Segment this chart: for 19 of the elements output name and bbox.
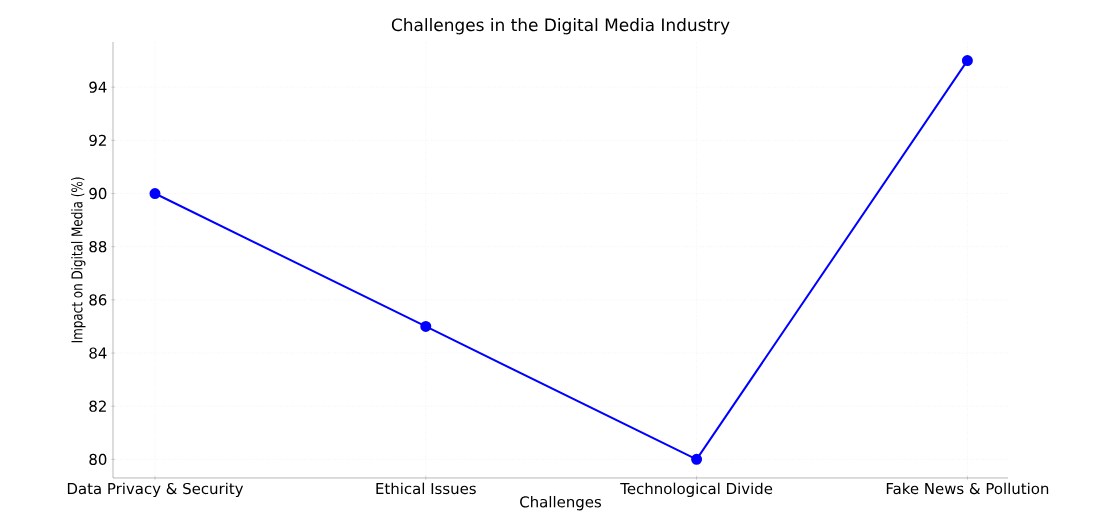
point <box>149 188 161 200</box>
x-tick-label: Data Privacy & Security <box>67 482 244 498</box>
x-tick-label: Ethical Issues <box>376 482 476 495</box>
y-tick-label: 88 <box>89 241 107 253</box>
point <box>961 55 973 67</box>
y-tick-label: 94 <box>89 81 107 93</box>
y-tick-label: 82 <box>89 400 106 412</box>
y-tick-label: 86 <box>89 294 107 306</box>
y-axis-title: Impact on Digital Media (%) <box>71 177 86 343</box>
y-tick-label: 84 <box>89 347 107 359</box>
y-tick-label: 92 <box>89 134 106 147</box>
point <box>691 453 703 465</box>
point <box>420 320 432 332</box>
x-tick-label: Fake News & Pollution <box>886 482 1049 495</box>
chart-title: Challenges in the Digital Media Industry <box>391 18 730 35</box>
x-tick-label: Technological Divide <box>620 482 773 498</box>
x-axis-title: Challenges <box>520 495 602 511</box>
y-tick-label: 90 <box>89 187 107 200</box>
y-tick-label: 80 <box>89 453 107 466</box>
